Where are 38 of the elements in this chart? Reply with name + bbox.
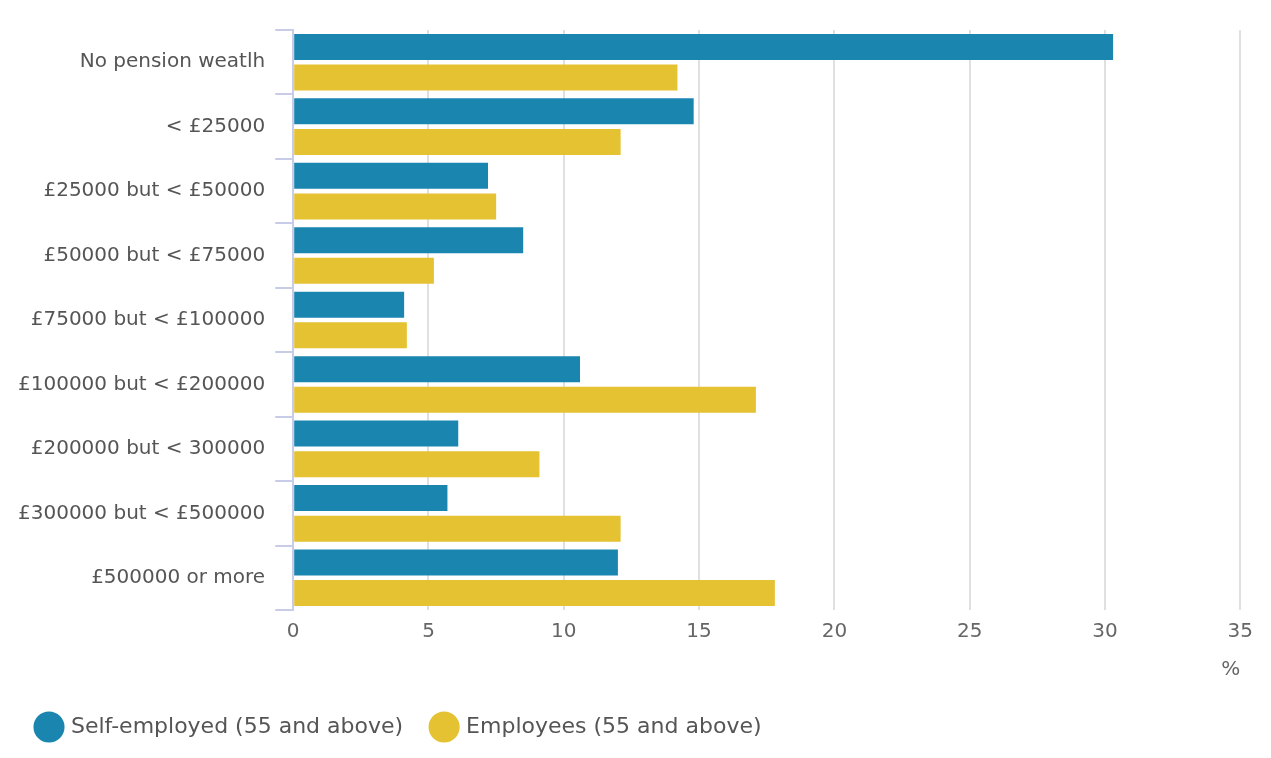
- y-tick-label: £100000 but < £200000: [18, 370, 266, 395]
- bar: [294, 451, 540, 478]
- y-tick-label: < £25000: [165, 112, 266, 137]
- bar: [294, 227, 524, 254]
- x-tick-label: 20: [821, 618, 848, 643]
- legend-label: Self-employed (55 and above): [71, 712, 404, 738]
- x-tick-label: 25: [956, 618, 983, 643]
- y-tick-label: £50000 but < £75000: [43, 241, 266, 266]
- x-tick-label: 30: [1092, 618, 1118, 643]
- x-tick-label: 35: [1227, 618, 1253, 643]
- bar: [294, 33, 1114, 60]
- x-tick-label: 5: [422, 618, 435, 643]
- x-axis-title: %: [1221, 656, 1241, 681]
- bar: [294, 515, 621, 542]
- bar: [294, 193, 497, 220]
- x-tick-label: 15: [686, 618, 712, 643]
- bar: [294, 356, 581, 383]
- x-tick-label: 0: [286, 618, 300, 643]
- bar: [294, 386, 756, 413]
- bar: [294, 257, 434, 284]
- legend-label: Employees (55 and above): [466, 712, 762, 738]
- y-tick-label: £25000 but < £50000: [43, 177, 266, 202]
- bar: [294, 485, 448, 512]
- x-tick-label: 10: [551, 618, 577, 643]
- y-tick-label: £500000 or more: [91, 563, 266, 588]
- bar: [294, 420, 459, 447]
- bar: [294, 322, 407, 349]
- y-tick-label: £200000 but < 300000: [30, 435, 266, 460]
- bar: [294, 128, 621, 155]
- bar: [294, 549, 618, 576]
- y-tick-label: £300000 but < £500000: [18, 499, 266, 524]
- bar: [294, 98, 694, 125]
- y-tick-label: No pension weatlh: [79, 48, 266, 73]
- y-tick-label: £75000 but < £100000: [30, 306, 266, 331]
- bar: [294, 162, 489, 189]
- bar: [294, 64, 678, 91]
- bar: [294, 580, 775, 607]
- bar: [294, 291, 405, 318]
